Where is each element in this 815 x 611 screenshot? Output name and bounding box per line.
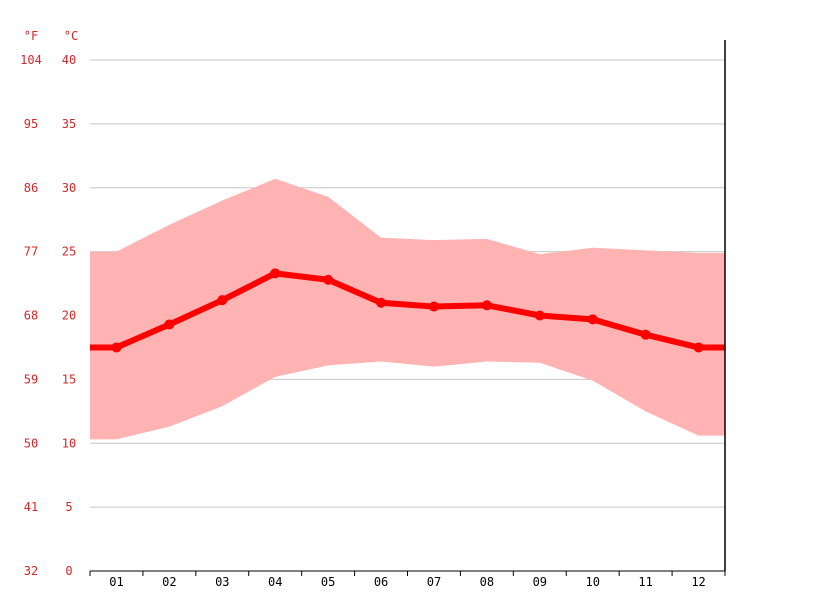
y-tick-label-c: 30 — [62, 181, 76, 195]
x-tick-label: 07 — [427, 575, 441, 589]
x-tick-label: 06 — [374, 575, 388, 589]
y-tick-label-c: 25 — [62, 245, 76, 259]
y-tick-label-c: 20 — [62, 309, 76, 323]
range-band — [90, 178, 725, 440]
y-tick-label-f: 77 — [24, 245, 38, 259]
x-tick-label: 03 — [215, 575, 229, 589]
x-tick-label: 05 — [321, 575, 335, 589]
y-tick-label-f: 41 — [24, 500, 38, 514]
unit-celsius: °C — [64, 29, 78, 43]
data-point — [323, 274, 334, 285]
data-point — [111, 342, 122, 353]
y-tick-label-f: 50 — [24, 436, 38, 450]
y-axis-labels: 32 0 41 5 50 10 59 15 68 20 77 25 86 30 95 35 104 40 — [20, 53, 76, 578]
y-tick-label-c: 5 — [65, 500, 72, 514]
x-tick-label: 01 — [109, 575, 123, 589]
y-tick-label-c: 15 — [62, 372, 76, 386]
data-point — [428, 301, 439, 312]
data-point — [270, 268, 281, 279]
temperature-range-band — [90, 178, 725, 440]
x-axis-labels: 01 02 03 04 05 06 07 08 09 10 11 12 — [109, 575, 706, 589]
mean-temperature-series — [90, 268, 725, 353]
x-tick-label: 12 — [691, 575, 705, 589]
y-tick-label-f: 68 — [24, 309, 38, 323]
y-tick-label-c: 10 — [62, 436, 76, 450]
x-tick-label: 02 — [162, 575, 176, 589]
x-tick-label: 10 — [585, 575, 599, 589]
data-point — [481, 300, 492, 311]
y-tick-label-f: 104 — [20, 53, 42, 67]
data-point — [217, 295, 228, 306]
y-tick-label-f: 59 — [24, 372, 38, 386]
data-point — [534, 310, 545, 321]
data-point — [640, 329, 651, 340]
x-tick-label: 11 — [638, 575, 652, 589]
x-tick-label: 08 — [480, 575, 494, 589]
y-tick-label-c: 0 — [65, 564, 72, 578]
y-tick-label-f: 95 — [24, 117, 38, 131]
x-tick-label: 09 — [533, 575, 547, 589]
x-tick-label: 04 — [268, 575, 282, 589]
unit-fahrenheit: °F — [24, 29, 38, 43]
y-tick-label-f: 32 — [24, 564, 38, 578]
data-point — [693, 342, 704, 353]
y-tick-label-c: 40 — [62, 53, 76, 67]
y-tick-label-f: 86 — [24, 181, 38, 195]
axes — [89, 40, 726, 576]
data-point — [587, 314, 598, 325]
data-point — [376, 297, 387, 308]
y-tick-label-c: 35 — [62, 117, 76, 131]
series-line — [90, 270, 725, 351]
data-point — [164, 319, 175, 330]
